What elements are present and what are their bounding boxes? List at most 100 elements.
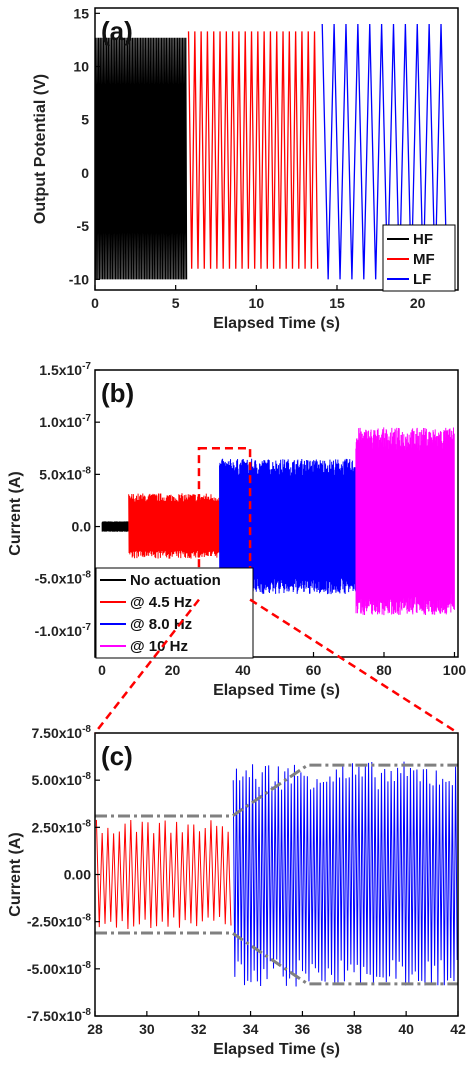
y-tick-label-exp: -8 (82, 1007, 91, 1018)
y-tick-label: 1.5x10-7 (39, 361, 91, 378)
y-tick-label-base: 1.5x10 (39, 362, 82, 378)
x-tick-label: 30 (139, 1021, 155, 1037)
y-tick-label-exp: -7 (82, 413, 91, 424)
y-tick-label: 0 (81, 165, 89, 181)
y-tick-label-exp: -7 (82, 361, 91, 372)
y-tick-label-base: 0.0 (72, 519, 92, 535)
y-tick-label: -5.00x10-8 (27, 960, 92, 977)
panel-label: (c) (101, 741, 133, 771)
series-line-1 (128, 493, 220, 559)
legend: HF MF LF (382, 224, 456, 292)
plot-area (95, 23, 448, 280)
y-tick-label: -5.0x10-8 (35, 570, 92, 587)
y-tick-label: 15 (73, 5, 89, 21)
y-tick-label: -1.0x10-7 (35, 622, 92, 639)
panel-label: (a) (101, 16, 133, 46)
series-line-1 (232, 761, 458, 987)
x-tick-label: 10 (249, 295, 265, 311)
plot-area (95, 761, 458, 987)
x-tick-label: 0 (91, 295, 99, 311)
x-tick-label: 40 (235, 662, 251, 678)
y-tick-label-exp: -8 (82, 960, 91, 971)
y-tick-label: 5.00x10-8 (31, 771, 91, 788)
y-axis-label: Current (A) (7, 471, 24, 555)
y-tick-label-base: -5.00x10 (27, 961, 82, 977)
x-tick-label: 5 (172, 295, 180, 311)
y-tick-label: -10 (69, 271, 89, 287)
y-tick-label: 0.00 (64, 867, 91, 883)
legend-label: @ 4.5 Hz (130, 594, 192, 611)
y-tick-label-exp: -8 (82, 570, 91, 581)
y-tick-label-base: -1.0x10 (35, 623, 83, 639)
y-tick-label: 7.50x10-8 (31, 724, 91, 741)
zoom-connector-left (94, 598, 200, 734)
y-tick-label-base: 7.50x10 (31, 725, 82, 741)
y-tick-label-base: 1.0x10 (39, 414, 82, 430)
y-tick-label-exp: -8 (82, 771, 91, 782)
y-tick-label-exp: -8 (82, 913, 91, 924)
y-tick-label-base: -5.0x10 (35, 571, 83, 587)
y-tick-label-exp: -8 (82, 724, 91, 735)
x-axis-label: Elapsed Time (s) (213, 315, 340, 332)
legend-label: LF (413, 271, 431, 288)
zoom-connector-right (249, 598, 459, 735)
x-tick-label: 15 (329, 295, 345, 311)
y-tick-label-exp: -8 (82, 818, 91, 829)
legend: No actuation @ 4.5 Hz @ 8.0 Hz @ 10 Hz (95, 567, 254, 659)
y-tick-label: 5 (81, 112, 89, 128)
y-tick-label-base: 0.00 (64, 867, 91, 883)
y-tick-label-base: -7.50x10 (27, 1008, 82, 1024)
series-line-2 (321, 23, 448, 280)
x-tick-label: 32 (191, 1021, 207, 1037)
legend-label: @ 10 Hz (130, 638, 188, 655)
x-tick-label: 34 (243, 1021, 259, 1037)
x-axis-label: Elapsed Time (s) (213, 682, 340, 699)
x-tick-label: 100 (443, 662, 467, 678)
x-tick-label: 20 (410, 295, 426, 311)
x-axis-label: Elapsed Time (s) (213, 1041, 340, 1058)
panel-b: 0 20 40 60 80 100-1.0x10-7-5.0x10-80.05.0x10-… (7, 361, 466, 699)
y-tick-label: 1.0x10-7 (39, 413, 91, 430)
plot-frame (94, 7, 459, 291)
y-tick-label-exp: -8 (82, 465, 91, 476)
y-tick-label: -2.50x10-8 (27, 913, 92, 930)
x-tick-label: 0 (98, 662, 106, 678)
x-tick-label: 60 (306, 662, 322, 678)
y-tick-label-exp: -7 (82, 622, 91, 633)
panel-label: (b) (101, 378, 134, 408)
legend-label: @ 8.0 Hz (130, 616, 192, 633)
x-tick-label: 42 (450, 1021, 466, 1037)
x-tick-label: 36 (295, 1021, 311, 1037)
y-tick-label: 2.50x10-8 (31, 818, 91, 835)
y-tick-label-base: -2.50x10 (27, 914, 82, 930)
plot-frame (94, 369, 459, 658)
y-tick-label: 5.0x10-8 (39, 465, 91, 482)
y-tick-label: -5 (77, 218, 90, 234)
envelope-upper (95, 763, 458, 818)
x-tick-label: 20 (165, 662, 181, 678)
x-tick-label: 40 (398, 1021, 414, 1037)
series-line-0 (101, 521, 129, 532)
y-axis-label: Current (A) (7, 832, 24, 916)
legend-box (95, 567, 254, 659)
y-tick-label-base: 5.0x10 (39, 466, 82, 482)
series-line-3 (355, 427, 455, 616)
envelope-lower (95, 931, 458, 986)
y-tick-label: 10 (73, 59, 89, 75)
legend-label: No actuation (130, 572, 221, 589)
y-tick-label-base: 2.50x10 (31, 819, 82, 835)
x-tick-label: 80 (376, 662, 392, 678)
series-line-0 (95, 819, 232, 929)
y-axis-label: Output Potential (V) (32, 74, 49, 224)
y-tick-label-base: 5.00x10 (31, 772, 82, 788)
legend-label: MF (413, 251, 435, 268)
y-tick-label: 0.0 (72, 519, 92, 535)
x-tick-label: 38 (346, 1021, 362, 1037)
legend-label: HF (413, 231, 433, 248)
x-tick-label: 28 (87, 1021, 103, 1037)
series-line-1 (187, 31, 319, 269)
panel-c: 28 30 32 34 36 38 40 42-7.50x10-8-5.00x10-8-2.5… (7, 724, 466, 1058)
panel-a: 0 5 10 15 20 -10 -5 0 5 10 15 Elapsed Time (s) Outpu… (32, 5, 459, 332)
series-line-0 (95, 37, 188, 280)
